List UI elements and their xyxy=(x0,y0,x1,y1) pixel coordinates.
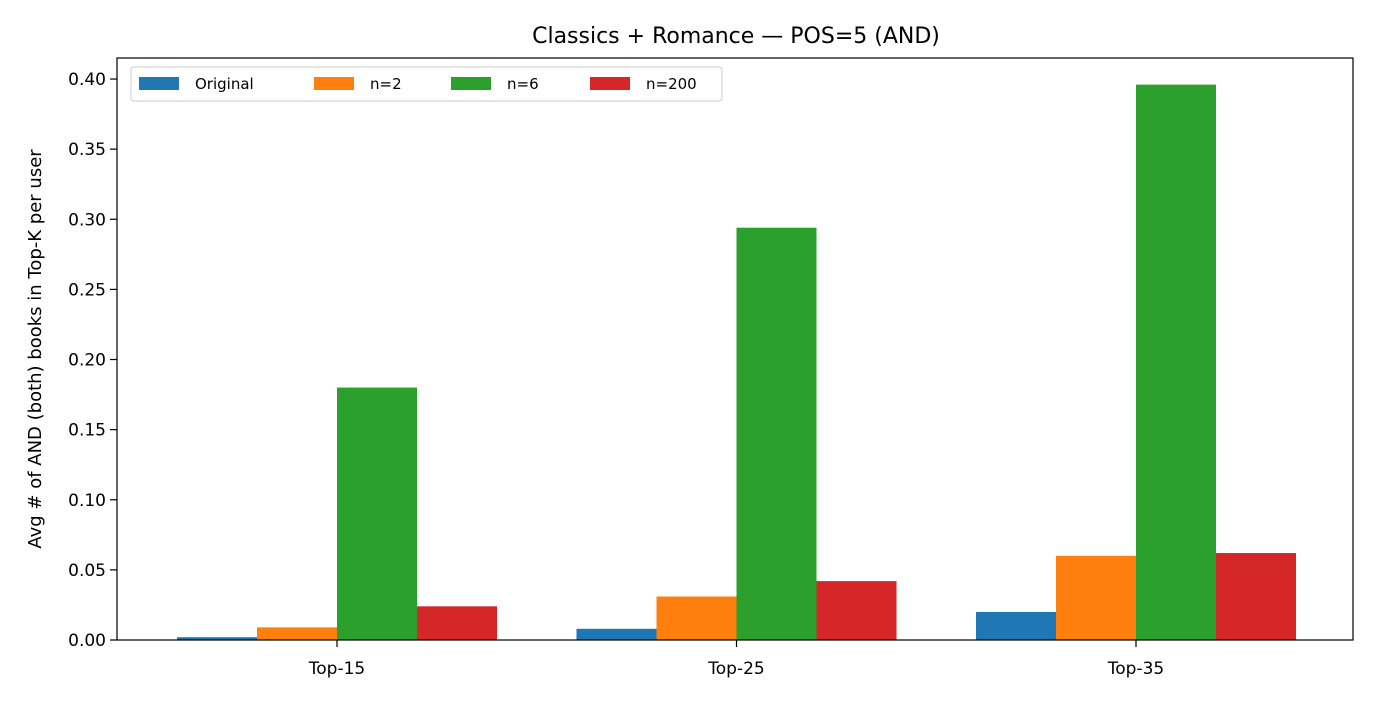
bar-original-top-25 xyxy=(576,628,657,640)
bar-n-6-top-25 xyxy=(736,227,817,640)
legend-label: n=2 xyxy=(370,75,402,93)
legend-label: n=200 xyxy=(646,75,697,93)
y-tick-label: 0.05 xyxy=(68,561,106,581)
legend-swatch xyxy=(451,77,491,90)
x-tick-label: Top-25 xyxy=(707,659,764,679)
y-axis-label: Avg # of AND (both) books in Top-K per u… xyxy=(25,149,46,549)
y-tick-label: 0.40 xyxy=(68,70,106,90)
bar-n-6-top-15 xyxy=(337,387,417,640)
y-tick-label: 0.10 xyxy=(68,491,106,511)
legend-swatch xyxy=(314,77,354,90)
bar-n-200-top-35 xyxy=(1216,553,1296,640)
bar-n-2-top-25 xyxy=(656,596,737,640)
bar-n-200-top-25 xyxy=(816,581,897,640)
y-tick-label: 0.15 xyxy=(68,421,106,441)
chart-title: Classics + Romance — POS=5 (AND) xyxy=(532,24,940,49)
x-axis-ticks: Top-15 Top-25 Top-35 xyxy=(308,640,1164,679)
bars-group xyxy=(177,84,1296,641)
bar-original-top-35 xyxy=(976,611,1056,640)
bar-n-6-top-35 xyxy=(1136,84,1216,641)
legend-label: n=6 xyxy=(507,75,539,93)
legend: Original n=2 n=6 n=200 xyxy=(130,66,723,102)
y-tick-label: 0.00 xyxy=(68,631,106,651)
legend-swatch xyxy=(139,77,179,90)
x-tick-label: Top-15 xyxy=(308,659,365,679)
bar-n-2-top-35 xyxy=(1056,555,1136,640)
legend-swatch xyxy=(590,77,630,90)
legend-frame xyxy=(130,66,723,102)
bar-original-top-15 xyxy=(177,637,257,640)
plot-area-frame xyxy=(116,57,1354,641)
legend-label: Original xyxy=(195,75,254,93)
y-axis-ticks: 0.00 0.05 0.10 0.15 0.20 0.25 0.30 0.35 0.40 xyxy=(68,70,117,651)
y-tick-label: 0.35 xyxy=(68,140,106,160)
y-tick-label: 0.25 xyxy=(68,280,106,300)
y-tick-label: 0.30 xyxy=(68,210,106,230)
bar-n-200-top-15 xyxy=(417,606,497,640)
y-tick-label: 0.20 xyxy=(68,351,106,371)
bar-n-2-top-15 xyxy=(257,627,337,640)
x-tick-label: Top-35 xyxy=(1107,659,1164,679)
